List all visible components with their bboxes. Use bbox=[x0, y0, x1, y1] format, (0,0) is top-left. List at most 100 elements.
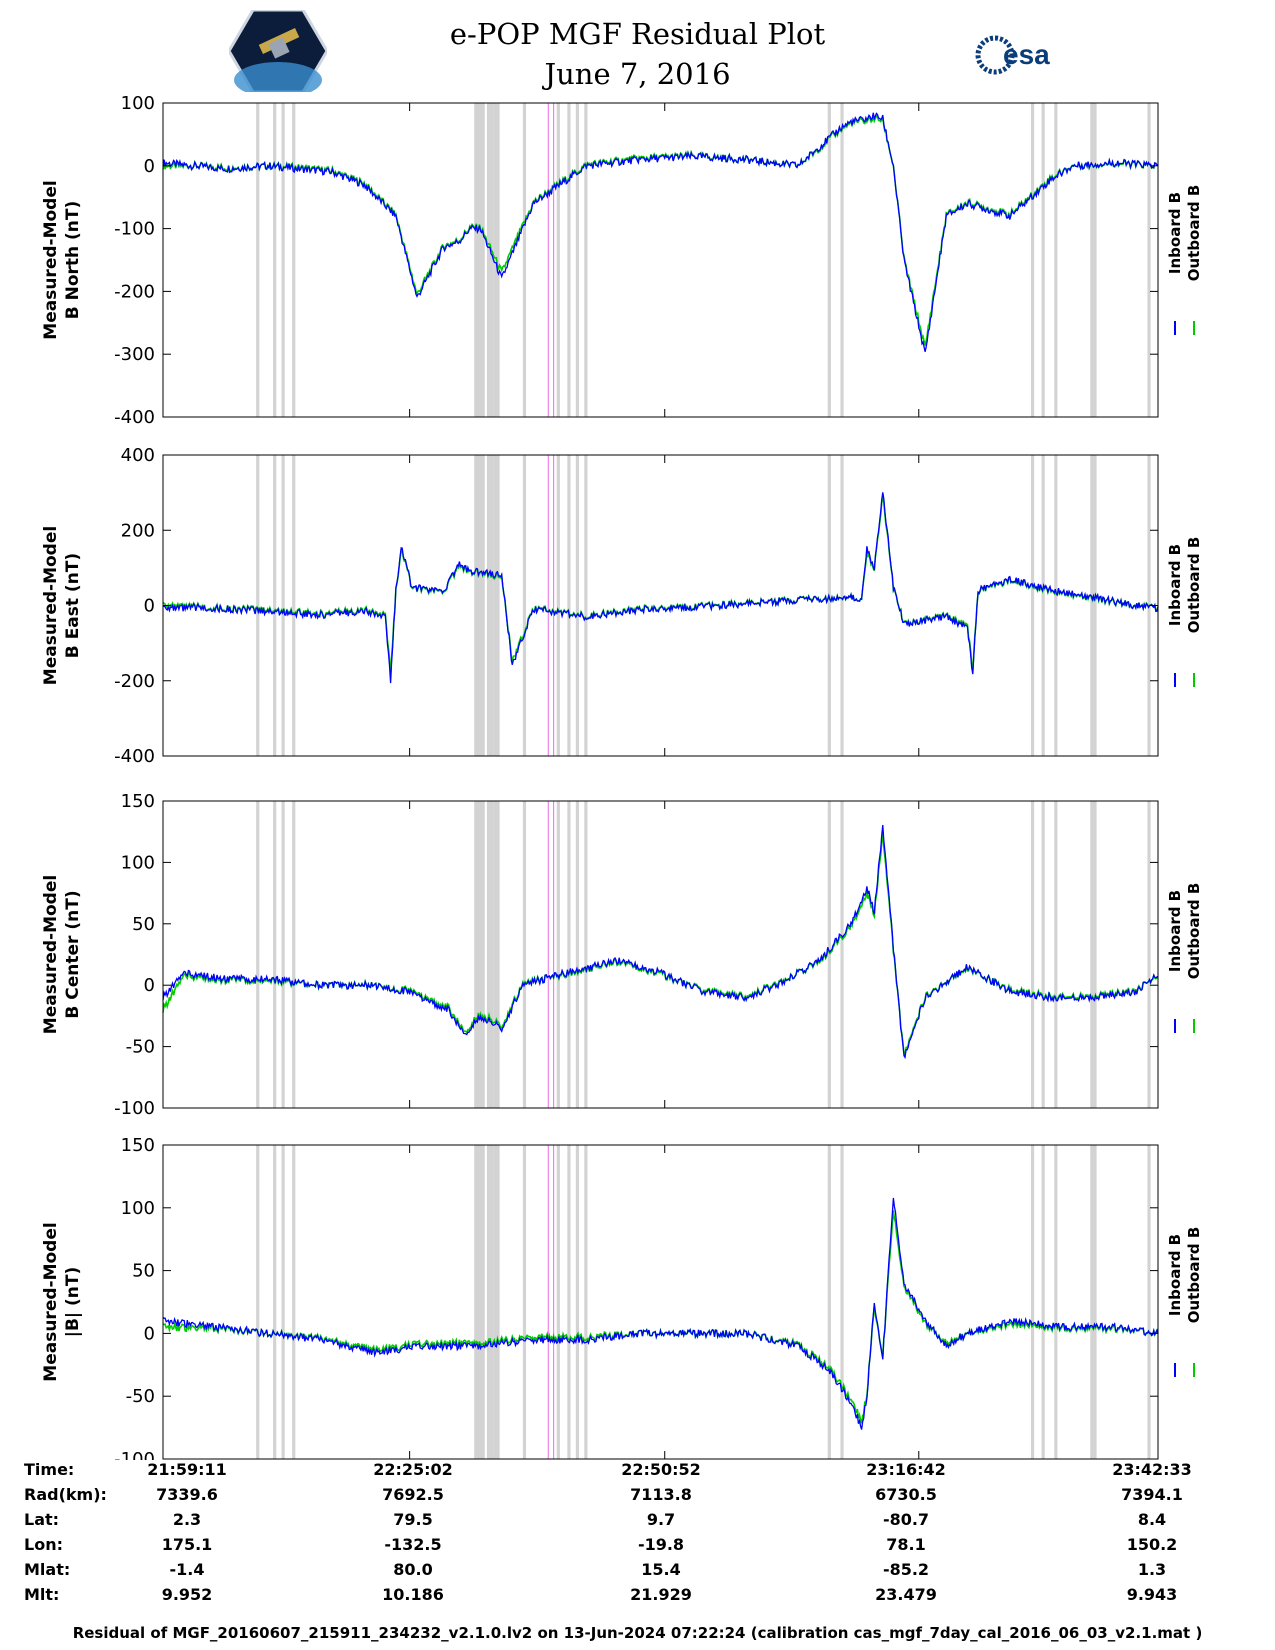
legend-outboard-label: Outboard B bbox=[1185, 537, 1203, 634]
y-tick-label: -400 bbox=[114, 407, 155, 428]
data-gap-band bbox=[281, 455, 285, 756]
info-value: 23.479 bbox=[875, 1585, 937, 1604]
data-gap-band bbox=[575, 103, 579, 417]
data-gap-band bbox=[281, 103, 285, 417]
y-tick-label: -200 bbox=[114, 281, 155, 302]
residual-panel-2: 400 200 0 -200 -400 Measured-Model B East (nT)… bbox=[41, 445, 1203, 767]
info-value: -19.8 bbox=[637, 1535, 685, 1554]
info-value: -132.5 bbox=[384, 1535, 442, 1554]
plot-title: e-POP MGF Residual Plot bbox=[449, 17, 826, 51]
data-gap-band bbox=[567, 1145, 571, 1459]
info-value: 21.929 bbox=[630, 1585, 692, 1604]
info-value: 23:42:33 bbox=[1112, 1460, 1192, 1479]
info-value: 80.0 bbox=[393, 1560, 433, 1579]
data-gap-band bbox=[1054, 103, 1058, 417]
data-gap-band bbox=[1147, 801, 1151, 1108]
data-gap-band bbox=[827, 103, 831, 417]
info-label: Mlat: bbox=[24, 1560, 71, 1579]
data-gap-band bbox=[1041, 455, 1045, 756]
data-gap-band bbox=[584, 103, 588, 417]
plot-date: June 7, 2016 bbox=[544, 57, 731, 91]
y-tick-label: 200 bbox=[121, 520, 155, 541]
y-tick-label: 0 bbox=[144, 975, 155, 996]
data-gap-band bbox=[840, 1145, 844, 1459]
data-gap-band bbox=[281, 1145, 285, 1459]
data-gap-band bbox=[522, 1145, 527, 1459]
data-gap-band bbox=[1030, 455, 1035, 756]
legend-inboard-label: Inboard B bbox=[1166, 192, 1184, 274]
data-gap-band bbox=[1090, 103, 1097, 417]
info-value: 7692.5 bbox=[382, 1485, 444, 1504]
data-gap-band bbox=[827, 801, 831, 1108]
y-tick-label: -100 bbox=[114, 1449, 155, 1460]
info-row-lat: Lat: 2.3 79.5 9.7 -80.7 8.4 bbox=[0, 1510, 1275, 1535]
plot-frame bbox=[162, 1144, 1159, 1460]
y-tick-label: -200 bbox=[114, 671, 155, 692]
data-gap-band bbox=[474, 103, 485, 417]
y-tick-label: 400 bbox=[121, 445, 155, 466]
data-gap-band bbox=[567, 455, 571, 756]
data-gap-band bbox=[522, 103, 527, 417]
y-axis-label: Measured-Model bbox=[41, 875, 61, 1034]
info-value: 21:59:11 bbox=[147, 1460, 227, 1479]
data-gap-band bbox=[256, 1145, 260, 1459]
info-value: 15.4 bbox=[641, 1560, 681, 1579]
legend: Inboard B Outboard B bbox=[1166, 1227, 1203, 1377]
data-gap-band bbox=[827, 1145, 831, 1459]
info-value: 1.3 bbox=[1137, 1560, 1167, 1579]
info-row-mlat: Mlat: -1.4 80.0 15.4 -85.2 1.3 bbox=[0, 1560, 1275, 1585]
legend-outboard-label: Outboard B bbox=[1185, 883, 1203, 980]
y-tick-label: 150 bbox=[121, 791, 155, 812]
residual-panel-1: 100 0 -100 -200 -300 -400 Measured-Model B Nort… bbox=[41, 93, 1203, 428]
info-row-rad: Rad(km): 7339.6 7692.5 7113.8 6730.5 739… bbox=[0, 1485, 1275, 1510]
data-gap-band bbox=[567, 103, 571, 417]
y-axis-label: Measured-Model bbox=[41, 180, 61, 339]
data-gap-band bbox=[1041, 801, 1045, 1108]
y-tick-label: 150 bbox=[121, 1135, 155, 1156]
chart-title: e-POP MGF Residual Plot June 7, 2016 bbox=[0, 14, 1275, 94]
data-gap-band bbox=[486, 103, 494, 417]
outboard-series-line bbox=[162, 1210, 1159, 1424]
info-value: 79.5 bbox=[393, 1510, 433, 1529]
data-gap-band bbox=[556, 103, 560, 417]
data-gap-band bbox=[575, 801, 579, 1108]
y-tick-label: 0 bbox=[144, 596, 155, 617]
footer-caption: Residual of MGF_20160607_215911_234232_v… bbox=[72, 1624, 1203, 1642]
data-gap-band bbox=[273, 801, 277, 1108]
y-tick-label: 50 bbox=[132, 914, 155, 935]
data-gap-band bbox=[584, 1145, 588, 1459]
data-gap-band bbox=[486, 455, 494, 756]
data-gap-band bbox=[493, 801, 500, 1108]
data-gap-band bbox=[1054, 1145, 1058, 1459]
data-gap-band bbox=[522, 455, 527, 756]
data-gap-band bbox=[493, 1145, 500, 1459]
data-gap-band bbox=[840, 801, 844, 1108]
info-label: Rad(km): bbox=[24, 1485, 107, 1504]
info-value: 2.3 bbox=[172, 1510, 202, 1529]
data-gap-band bbox=[1030, 801, 1035, 1108]
data-gap-band bbox=[292, 1145, 296, 1459]
data-gap-band bbox=[827, 455, 831, 756]
data-gap-band bbox=[522, 801, 527, 1108]
info-value: 6730.5 bbox=[875, 1485, 937, 1504]
info-row-mlt: Mlt: 9.952 10.186 21.929 23.479 9.943 bbox=[0, 1585, 1275, 1610]
info-value: 23:16:42 bbox=[866, 1460, 946, 1479]
data-gap-band bbox=[493, 455, 500, 756]
esa-logo-icon: esa bbox=[975, 35, 1050, 75]
data-gap-band bbox=[575, 455, 579, 756]
info-value: 8.4 bbox=[1137, 1510, 1167, 1529]
data-gap-band bbox=[556, 455, 560, 756]
data-gap-band bbox=[567, 801, 571, 1108]
info-label: Lon: bbox=[24, 1535, 63, 1554]
info-value: 9.952 bbox=[161, 1585, 213, 1604]
y-tick-label: -50 bbox=[126, 1386, 155, 1407]
info-value: -1.4 bbox=[169, 1560, 205, 1579]
data-gap-band bbox=[584, 801, 588, 1108]
data-gap-band bbox=[584, 455, 588, 756]
legend-outboard-label: Outboard B bbox=[1185, 185, 1203, 282]
data-gap-band bbox=[556, 801, 560, 1108]
data-gap-band bbox=[486, 801, 494, 1108]
data-gap-band bbox=[474, 801, 485, 1108]
y-tick-label: 0 bbox=[144, 156, 155, 177]
y-axis-label: B North (nT) bbox=[63, 201, 83, 320]
